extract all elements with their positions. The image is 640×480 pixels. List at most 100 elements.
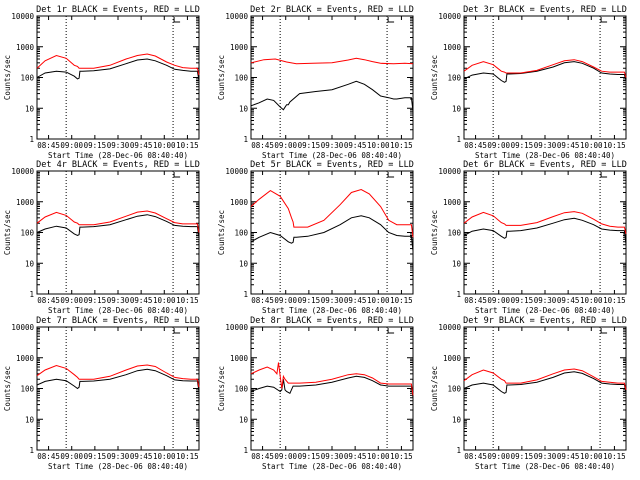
x-tick-label: 10:15 [390,452,413,461]
y-tick-label: 1000 [443,354,462,363]
y-tick-label: 10 [239,104,249,113]
plot-title: Det 4r BLACK = Events, RED = LLD [36,160,200,170]
x-axis-label: Start Time (28-Dec-06 08:40:40) [48,462,188,471]
x-tick-label: 08:45 [464,141,487,150]
y-tick-label: 1 [243,446,248,455]
lld-series-line [250,362,414,396]
x-tick-label: 09:30 [321,141,344,150]
plot-title: Det 9r BLACK = Events, RED = LLD [463,316,627,326]
x-tick-label: 09:30 [534,452,557,461]
x-tick-label: 09:30 [321,296,344,305]
x-tick-label: 09:00 [487,141,510,150]
y-axis-label: Counts/sec [430,210,439,255]
y-tick-label: 100 [447,385,461,394]
x-tick-label: 09:15 [298,296,321,305]
x-tick-label: 09:45 [130,452,153,461]
y-tick-label: 100 [234,229,248,238]
x-tick-label: 10:15 [603,141,626,150]
events-series-line [463,217,627,245]
plot-frame [463,326,627,451]
x-tick-label: 10:15 [390,296,413,305]
x-tick-label: 10:00 [367,296,390,305]
x-tick-label: 09:45 [557,141,580,150]
x-tick-label: 08:45 [37,296,60,305]
lld-series-line [36,364,200,388]
x-tick-label: 10:00 [580,141,603,150]
y-tick-label: 10 [239,259,249,268]
y-tick-label: 1000 [16,198,35,207]
y-tick-label: 10000 [11,167,34,176]
y-axis-label: Counts/sec [217,366,226,411]
events-series-line [250,80,414,112]
corner-marker-icon [387,172,395,178]
y-tick-label: 100 [20,385,34,394]
y-tick-label: 10 [239,415,249,424]
lld-series-line [463,211,627,235]
x-tick-label: 08:45 [464,296,487,305]
x-axis-label: Start Time (28-Dec-06 08:40:40) [262,462,402,471]
y-axis-label: Counts/sec [3,366,12,411]
x-tick-label: 09:15 [84,296,107,305]
y-tick-label: 1000 [443,198,462,207]
y-tick-label: 100 [234,385,248,394]
plot-frame [463,170,627,295]
x-tick-label: 09:15 [511,296,534,305]
y-tick-label: 100 [234,74,248,83]
x-axis-label: Start Time (28-Dec-06 08:40:40) [262,306,402,315]
y-tick-label: 10000 [438,323,461,332]
y-tick-label: 1 [243,135,248,144]
x-tick-label: 08:45 [251,141,274,150]
events-series-line [250,375,414,398]
x-tick-label: 09:30 [534,141,557,150]
plot-title: Det 3r BLACK = Events, RED = LLD [463,5,627,15]
x-tick-label: 09:45 [344,452,367,461]
x-tick-label: 10:00 [153,141,176,150]
y-axis-label: Counts/sec [430,366,439,411]
corner-marker-icon [600,328,608,334]
x-tick-label: 09:30 [107,296,130,305]
x-tick-label: 09:00 [274,141,297,150]
lld-series-line [250,188,414,238]
plot-frame [36,326,200,451]
x-tick-label: 10:15 [176,141,199,150]
x-tick-label: 09:45 [557,452,580,461]
plot-title: Det 2r BLACK = Events, RED = LLD [250,5,414,15]
y-tick-label: 1000 [443,43,462,52]
y-tick-label: 1 [29,290,34,299]
events-series-line [463,61,627,83]
x-tick-label: 09:15 [84,452,107,461]
x-tick-label: 10:00 [367,141,390,150]
lld-series-line [36,53,200,76]
y-axis-label: Counts/sec [430,55,439,100]
lld-series-line [463,59,627,78]
x-tick-label: 09:30 [107,141,130,150]
y-tick-label: 1000 [230,354,249,363]
y-tick-label: 10000 [11,323,34,332]
y-tick-label: 10000 [438,12,461,21]
events-series-line [463,371,627,394]
x-tick-label: 09:30 [107,452,130,461]
events-series-line [36,58,200,81]
detector-plot-4: Det 4r BLACK = Events, RED = LLD 08:45 09:… [3,160,200,315]
plot-title: Det 5r BLACK = Events, RED = LLD [250,160,414,170]
y-tick-label: 1000 [16,43,35,52]
x-tick-label: 08:45 [37,141,60,150]
plot-title: Det 1r BLACK = Events, RED = LLD [36,5,200,15]
y-tick-label: 10000 [438,167,461,176]
plot-frame [463,15,627,140]
x-tick-label: 08:45 [251,452,274,461]
corner-marker-icon [600,172,608,178]
x-tick-label: 09:30 [321,452,344,461]
x-tick-label: 09:45 [130,141,153,150]
x-tick-label: 10:00 [153,452,176,461]
x-tick-label: 09:00 [274,296,297,305]
y-axis-label: Counts/sec [3,55,12,100]
y-tick-label: 10000 [225,323,248,332]
x-tick-label: 08:45 [464,452,487,461]
plot-title: Det 7r BLACK = Events, RED = LLD [36,316,200,326]
